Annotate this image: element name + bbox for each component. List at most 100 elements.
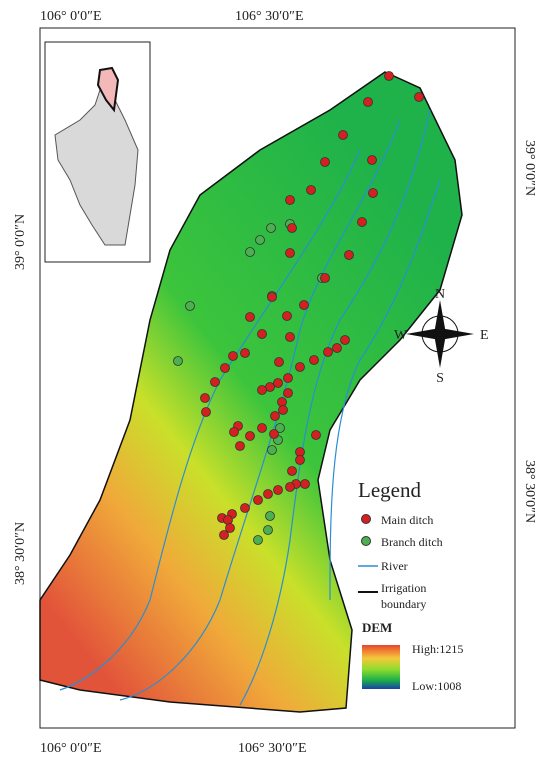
main-ditch-point [311,430,321,440]
branch-ditch-point [265,511,275,521]
irrigation-area [39,71,463,713]
main-ditch-point [274,357,284,367]
main-ditch-point [300,479,310,489]
legend-river: River [381,559,408,573]
main-ditch-point [257,385,267,395]
main-ditch-point [240,348,250,358]
compass-e: E [480,328,489,343]
main-ditch-point [267,292,277,302]
main-ditch-point [282,311,292,321]
main-ditch-point [229,427,239,437]
branch-ditch-point [275,423,285,433]
main-ditch-point [219,530,229,540]
main-ditch-point [200,393,210,403]
main-ditch-point [323,347,333,357]
branch-ditch-point [267,445,277,455]
legend-dem: DEM [362,620,392,635]
main-ditch-point [285,482,295,492]
main-ditch-point [285,248,295,258]
dem-scale [362,645,400,689]
right-label: 39° 0′0″N [522,140,537,196]
main-ditch-point [220,363,230,373]
main-ditch-point [363,97,373,107]
legend-boundary: boundary [381,597,426,611]
branch-ditch-point [263,525,273,535]
inset-map [44,41,151,263]
main-ditch-point [344,250,354,260]
main-ditch-point [295,455,305,465]
compass-w: W [394,328,408,343]
compass-s: S [436,371,444,386]
legend-main: Main ditch [381,513,433,527]
main-ditch-point [287,223,297,233]
main-ditch-point [245,312,255,322]
main-ditch-point [357,217,367,227]
left-label: 39° 0′0″N [13,214,28,270]
main-ditch-point [283,373,293,383]
legend-branch-marker [361,536,371,546]
main-ditch-point [295,362,305,372]
main-ditch-point [240,503,250,513]
main-ditch-point [332,343,342,353]
main-ditch-point [273,378,283,388]
main-ditch-point [273,485,283,495]
branch-ditch-point [173,356,183,366]
bottom-label: 106° 30′0″E [238,741,307,756]
compass: N S E W [394,287,489,386]
main-ditch-point [320,273,330,283]
main-ditch-point [269,429,279,439]
main-ditch-point [228,351,238,361]
branch-ditch-point [185,301,195,311]
rivers [59,109,441,706]
main-ditch-point [257,329,267,339]
main-ditch-point [338,130,348,140]
dem-high: High:1215 [412,642,463,656]
legend-main-marker [361,514,371,524]
compass-ring [421,315,459,353]
branch-ditch-point [253,535,263,545]
main-ditch-point [278,405,288,415]
legend-boundary: Irrigation [381,581,426,595]
compass-rose [406,300,474,368]
main-ditch-point [384,71,394,81]
main-ditch-point [285,332,295,342]
main-ditch-point [223,515,233,525]
branch-ditch-point [245,247,255,257]
legend-branch: Branch ditch [381,535,443,549]
branch-ditch-point [255,235,265,245]
top-label: 106° 30′0″E [235,9,304,24]
ditch-points [173,71,424,545]
legend: Legend Main ditch Branch ditch River Irr… [358,478,463,693]
main-ditch-point [309,355,319,365]
main-ditch-point [235,441,245,451]
main-ditch-point [320,157,330,167]
main-ditch-point [201,407,211,417]
bottom-label: 106° 0′0″E [40,741,102,756]
top-label: 106° 0′0″E [40,9,102,24]
legend-title: Legend [358,478,421,502]
main-ditch-point [283,388,293,398]
main-ditch-point [257,423,267,433]
main-ditch-point [306,185,316,195]
main-ditch-point [340,335,350,345]
inset-highlight [96,66,120,113]
main-ditch-point [368,188,378,198]
inset-region [54,73,139,246]
branch-ditch-point [266,223,276,233]
left-label: 38° 30′0″N [13,522,28,585]
main-ditch-point [277,397,287,407]
main-ditch-point [367,155,377,165]
right-label: 38° 30′0″N [522,460,537,523]
dem-low: Low:1008 [412,679,461,693]
main-ditch-point [299,300,309,310]
main-ditch-point [245,431,255,441]
main-ditch-point [225,523,235,533]
main-ditch-point [287,466,297,476]
main-ditch-point [414,92,424,102]
main-ditch-point [270,411,280,421]
main-ditch-point [253,495,263,505]
main-ditch-point [210,377,220,387]
main-ditch-point [263,489,273,499]
